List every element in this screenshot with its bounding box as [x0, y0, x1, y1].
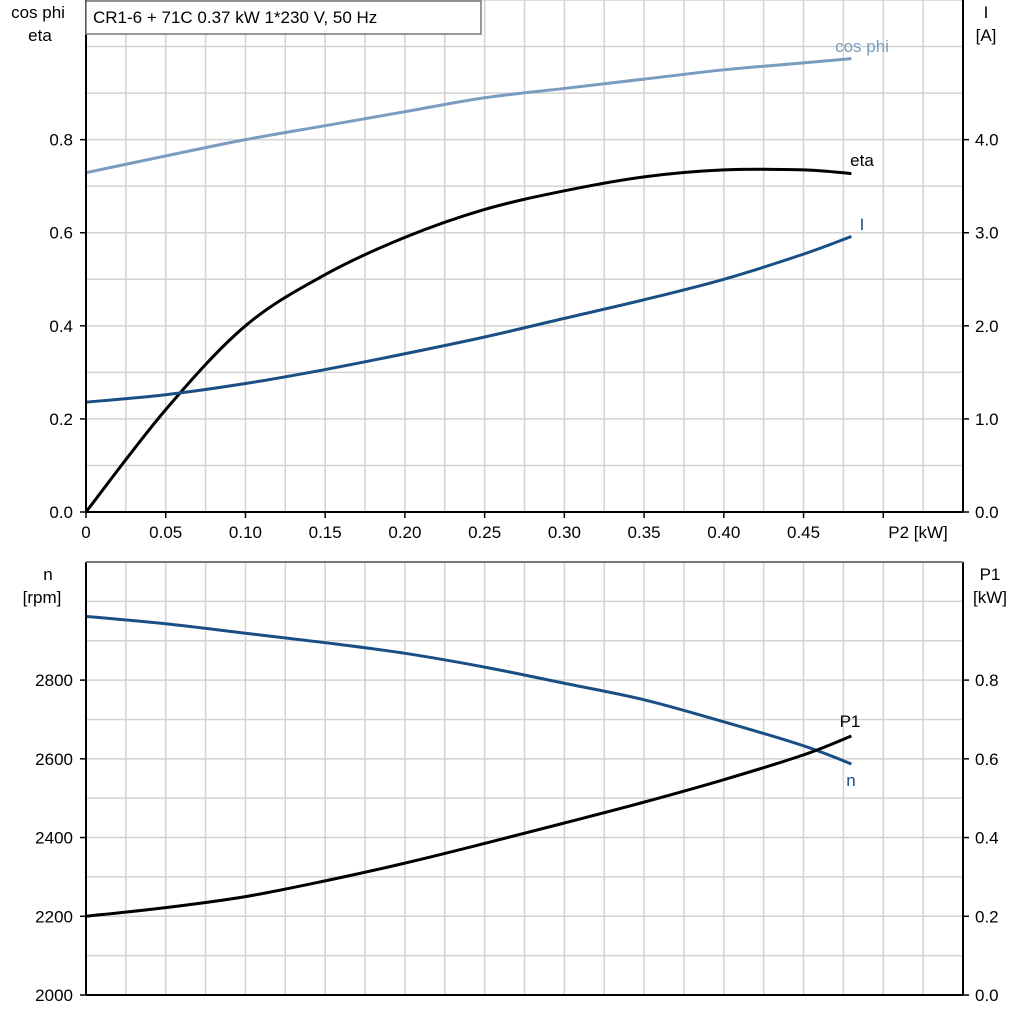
- bottom-left-ylabel-1: n: [43, 565, 52, 584]
- x-tick-label: 0.45: [787, 523, 820, 542]
- y-tick-label-left: 0.6: [49, 224, 73, 243]
- y-tick-label-left: 2200: [35, 907, 73, 926]
- y-tick-label-left: 2400: [35, 829, 73, 848]
- top-right-ylabel-1: I: [984, 3, 989, 22]
- y-tick-label-right: 0.4: [975, 829, 999, 848]
- y-tick-label-right: 2.0: [975, 317, 999, 336]
- series-label-I: I: [860, 215, 865, 234]
- y-tick-label-left: 2000: [35, 986, 73, 1005]
- x-tick-label: 0.15: [309, 523, 342, 542]
- curves: [84, 57, 852, 918]
- y-tick-label-right: 0.2: [975, 907, 999, 926]
- top-left-ylabel-1: cos phi: [11, 3, 65, 22]
- axes: [85, 0, 964, 996]
- x-tick-label: 0.10: [229, 523, 262, 542]
- y-tick-label-right: 0.0: [975, 986, 999, 1005]
- y-tick-label-left: 0.0: [49, 503, 73, 522]
- y-tick-label-left: 0.4: [49, 317, 73, 336]
- y-tick-label-left: 0.8: [49, 131, 73, 150]
- y-tick-label-right: 1.0: [975, 410, 999, 429]
- series-line-p1: [85, 734, 852, 918]
- y-tick-label-left: 2800: [35, 671, 73, 690]
- y-tick-label-right: 0.8: [975, 671, 999, 690]
- x-tick-label: 0.30: [548, 523, 581, 542]
- grid-bottom: [86, 561, 963, 995]
- y-tick-label-left: 0.2: [49, 410, 73, 429]
- bottom-right-ylabel-1: P1: [980, 565, 1001, 584]
- series-line-cos-phi: [85, 57, 852, 175]
- y-tick-label-left: 2600: [35, 750, 73, 769]
- grid-top: [86, 0, 963, 512]
- top-right-ylabel-2: [A]: [976, 26, 997, 45]
- series-label-n: n: [846, 771, 855, 790]
- tick-labels: 0 0.05 0.10 0.15 0.20 0.25 0.30 0.35 0.40 0.45 0.0…: [35, 131, 998, 1005]
- y-tick-label-right: 0.0: [975, 503, 999, 522]
- bottom-left-ylabel-2: [rpm]: [23, 588, 62, 607]
- x-tick-label: 0: [81, 523, 90, 542]
- bottom-right-ylabel-2: [kW]: [973, 588, 1007, 607]
- x-tick-label: 0.20: [388, 523, 421, 542]
- title-box: CR1-6 + 71C 0.37 kW 1*230 V, 50 Hz: [85, 0, 482, 35]
- series-line-eta: [84, 167, 852, 513]
- x-tick-label: 0.05: [149, 523, 182, 542]
- x-axis-label: P2 [kW]: [888, 523, 948, 542]
- x-tick-label: 0.40: [707, 523, 740, 542]
- y-tick-label-right: 4.0: [975, 131, 999, 150]
- series-line-n: [85, 614, 852, 766]
- series-label-cos-phi: cos phi: [835, 37, 889, 56]
- series-line-i: [85, 235, 852, 404]
- x-tick-label: 0.35: [628, 523, 661, 542]
- y-tick-label-right: 0.6: [975, 750, 999, 769]
- series-label-eta: eta: [850, 151, 874, 170]
- chart-title: CR1-6 + 71C 0.37 kW 1*230 V, 50 Hz: [93, 8, 377, 27]
- series-label-P1: P1: [840, 712, 861, 731]
- x-tick-label: 0.25: [468, 523, 501, 542]
- top-left-ylabel-2: eta: [28, 26, 52, 45]
- y-tick-label-right: 3.0: [975, 224, 999, 243]
